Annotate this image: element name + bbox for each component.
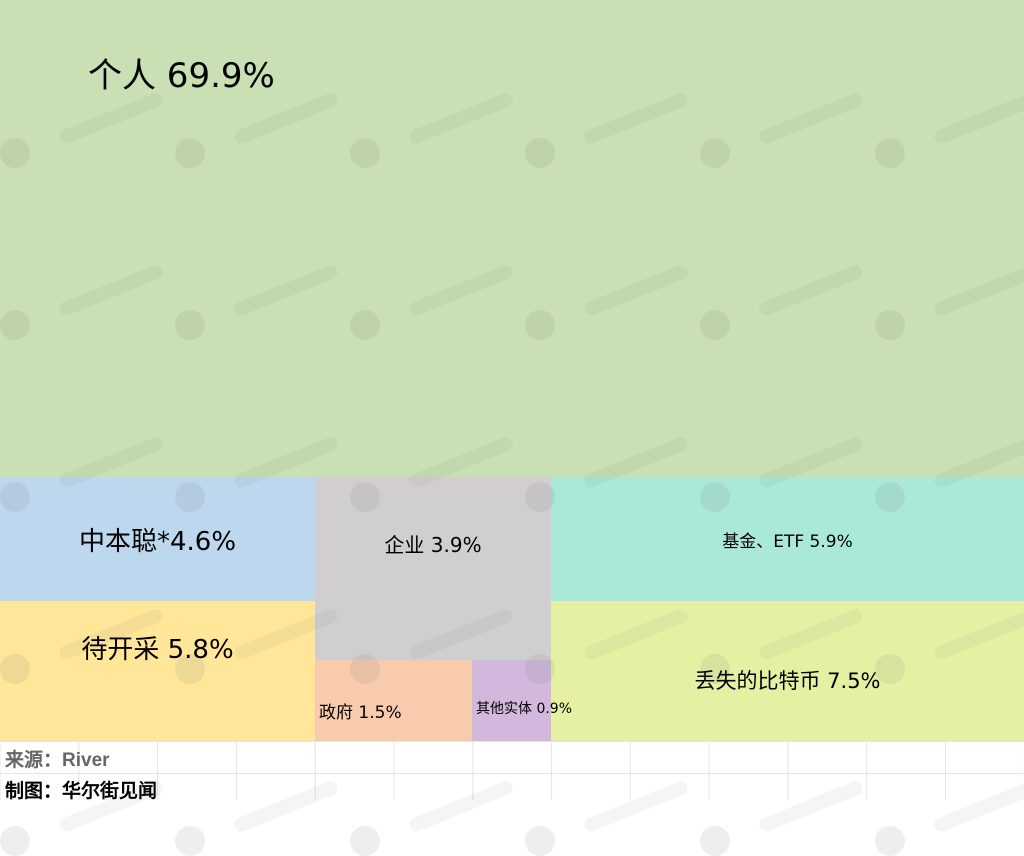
spreadsheet-grid — [0, 741, 1024, 800]
tile-label: 个人 69.9% — [88, 56, 275, 96]
tile-label: 其他实体 0.9% — [476, 701, 573, 717]
watermark-logo-icon — [525, 826, 555, 856]
tile-label: 基金、ETF 5.9% — [722, 531, 853, 552]
tile-label: 待开采 5.8% — [81, 635, 234, 665]
tile-label: 政府 1.5% — [319, 703, 402, 723]
treemap-tile-7: 基金、ETF 5.9% — [551, 477, 1024, 601]
watermark-logo-icon — [175, 826, 205, 856]
treemap-tile-8: 丢失的比特币 7.5% — [551, 601, 1024, 741]
source-note: 来源：River — [5, 750, 110, 771]
treemap-tile-1: 个人 69.9% — [0, 0, 1024, 477]
credit-note: 制图：华尔街见闻 — [5, 781, 158, 802]
watermark-logo-icon — [700, 826, 730, 856]
watermark-logo-icon — [0, 826, 30, 856]
tile-label: 中本聪*4.6% — [78, 526, 237, 557]
tile-label: 丢失的比特币 7.5% — [694, 669, 881, 693]
treemap-tile-6: 其他实体 0.9% — [472, 660, 572, 741]
treemap-tile-5: 政府 1.5% — [315, 660, 472, 741]
treemap-tile-4: 企业 3.9% — [315, 477, 551, 660]
treemap-tile-3: 待开采 5.8% — [0, 601, 315, 741]
watermark-logo-icon — [350, 826, 380, 856]
watermark-logo-icon — [875, 826, 905, 856]
tile-label: 企业 3.9% — [384, 533, 482, 557]
treemap-tile-2: 中本聪*4.6% — [0, 477, 315, 601]
